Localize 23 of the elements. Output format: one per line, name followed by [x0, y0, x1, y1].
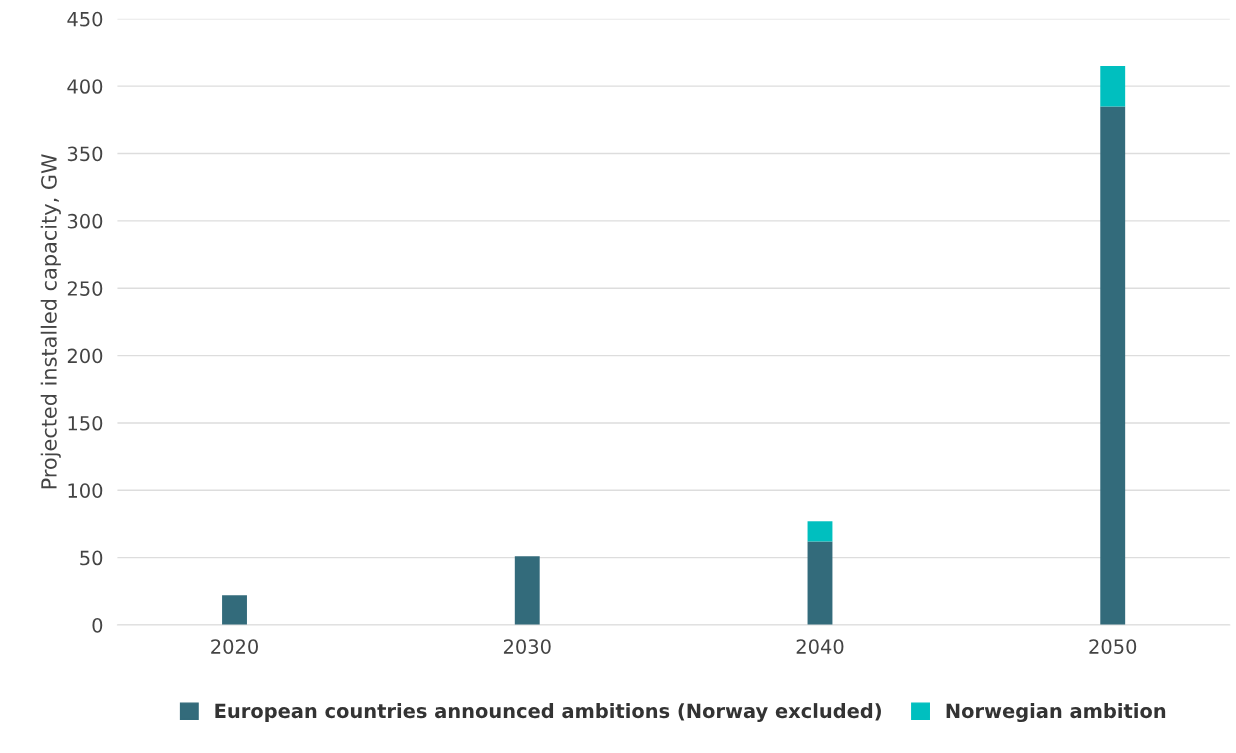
y-tick-label: 0 — [92, 617, 103, 633]
legend-label: Norwegian ambition — [946, 703, 1166, 723]
x-tick-label: 2050 — [1089, 639, 1137, 654]
y-tick-label: 350 — [67, 146, 103, 162]
y-tick-label: 50 — [80, 550, 103, 566]
y-tick-label: 150 — [68, 415, 103, 431]
y-tick-label: 200 — [67, 348, 103, 364]
bar — [222, 595, 247, 625]
bar — [1100, 65, 1126, 107]
x-tick-label: 2020 — [211, 639, 258, 654]
y-tick-label: 450 — [67, 11, 103, 27]
legend-label: European countries announced ambitions (Norway excluded) — [215, 703, 881, 723]
x-tick-label: 2030 — [503, 639, 551, 654]
y-tick-label: 100 — [68, 483, 103, 498]
y-tick-label: 250 — [67, 281, 103, 296]
bar — [807, 521, 833, 542]
x-tick-label: 2040 — [796, 639, 844, 654]
bar — [514, 556, 540, 625]
bar — [1100, 106, 1126, 625]
y-tick-label: 400 — [67, 79, 103, 94]
y-axis-title: Projected installed capacity, GW — [40, 154, 61, 489]
y-tick-label: 300 — [67, 213, 103, 229]
bar — [807, 541, 833, 625]
